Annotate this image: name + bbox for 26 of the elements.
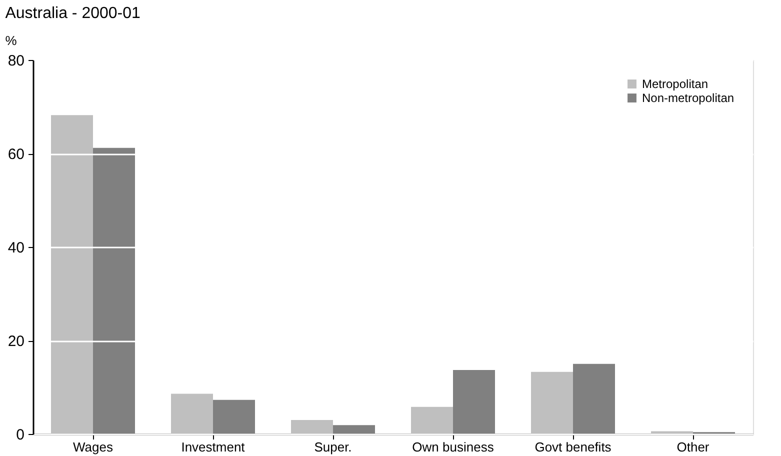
x-tick-label: Govt benefits	[534, 440, 612, 454]
legend-label: Non-metropolitan	[642, 91, 734, 105]
bar	[291, 420, 333, 434]
x-tick-label: Wages	[73, 440, 114, 454]
bar	[333, 425, 375, 434]
x-tick-label: Investment	[181, 440, 246, 454]
bar	[531, 372, 573, 434]
bar	[651, 431, 693, 434]
y-tick-label: 20	[8, 333, 24, 350]
bar	[213, 400, 255, 434]
legend-label: Metropolitan	[642, 77, 708, 91]
bar	[171, 394, 213, 434]
bar	[411, 406, 453, 434]
bar	[573, 364, 615, 434]
y-tick-label: 60	[8, 146, 24, 163]
y-tick-label: 40	[8, 240, 24, 256]
y-tick-label: 0	[16, 426, 24, 444]
y-tick-label: 80	[8, 52, 24, 70]
chart-title: Australia - 2000-01	[5, 5, 141, 22]
y-axis-title: %	[5, 33, 18, 48]
x-tick-label: Other	[676, 440, 710, 454]
bar	[453, 370, 495, 434]
x-tick-label: Own business	[412, 440, 494, 454]
x-tick-label: Super.	[314, 440, 352, 454]
bar	[51, 115, 93, 434]
bar	[93, 148, 135, 434]
